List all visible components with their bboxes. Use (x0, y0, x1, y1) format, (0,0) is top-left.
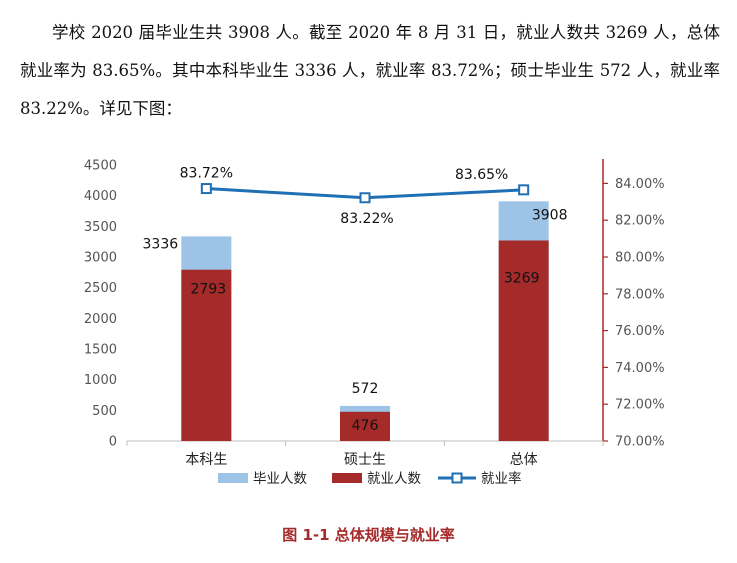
y2-tick-label: 74.00% (615, 361, 665, 376)
rate-marker (518, 184, 530, 196)
figure-caption: 图 1-1 总体规模与就业率 (282, 526, 455, 544)
bar-employed (498, 240, 549, 441)
data-label-employed: 476 (352, 418, 379, 434)
data-label-graduates: 572 (352, 381, 379, 397)
y2-tick-label: 84.00% (615, 177, 665, 192)
legend-marker-rate (451, 472, 463, 484)
data-label-rate: 83.72% (180, 166, 233, 182)
data-label-rate: 83.22% (340, 211, 393, 227)
data-label-employed: 3269 (504, 271, 540, 287)
intro-text: 学校 2020 届毕业生共 3908 人。截至 2020 年 8 月 31 日，… (20, 23, 720, 118)
data-label-graduates: 3908 (532, 207, 568, 223)
y2-tick-label: 78.00% (615, 287, 665, 302)
intro-paragraph: 学校 2020 届毕业生共 3908 人。截至 2020 年 8 月 31 日，… (20, 14, 720, 128)
legend-swatch-employed (332, 473, 362, 483)
x-tick-label: 本科生 (185, 452, 227, 468)
y2-tick-label: 72.00% (615, 398, 665, 413)
y-tick-label: 3000 (84, 251, 117, 266)
bar-employed (340, 411, 390, 441)
data-label-rate: 83.65% (455, 167, 508, 183)
rate-marker (359, 192, 371, 204)
y-tick-label: 0 (109, 435, 117, 450)
data-label-graduates: 3336 (143, 236, 179, 252)
rate-marker (200, 183, 212, 195)
y2-tick-label: 80.00% (615, 251, 665, 266)
y-tick-label: 3500 (84, 220, 117, 235)
x-tick-label: 总体 (510, 452, 538, 468)
y-tick-label: 4500 (84, 159, 117, 174)
y-tick-label: 1000 (84, 373, 117, 388)
legend-label-rate: 就业率 (481, 470, 522, 487)
y2-tick-label: 76.00% (615, 324, 665, 339)
x-tick-label: 硕士生 (344, 452, 386, 468)
legend-swatch-graduates (218, 473, 248, 483)
y-tick-label: 4000 (84, 189, 117, 204)
y2-tick-label: 82.00% (615, 214, 665, 229)
legend-label-graduates: 毕业人数 (253, 471, 307, 487)
y-tick-label: 1500 (84, 343, 117, 358)
y-tick-label: 2000 (84, 312, 117, 327)
bar-employed (181, 269, 232, 441)
y2-tick-label: 70.00% (615, 435, 665, 450)
legend-label-employed: 就业人数 (367, 471, 421, 487)
y-tick-label: 2500 (84, 281, 117, 296)
data-label-employed: 2793 (191, 282, 227, 298)
y-tick-label: 500 (92, 404, 117, 419)
